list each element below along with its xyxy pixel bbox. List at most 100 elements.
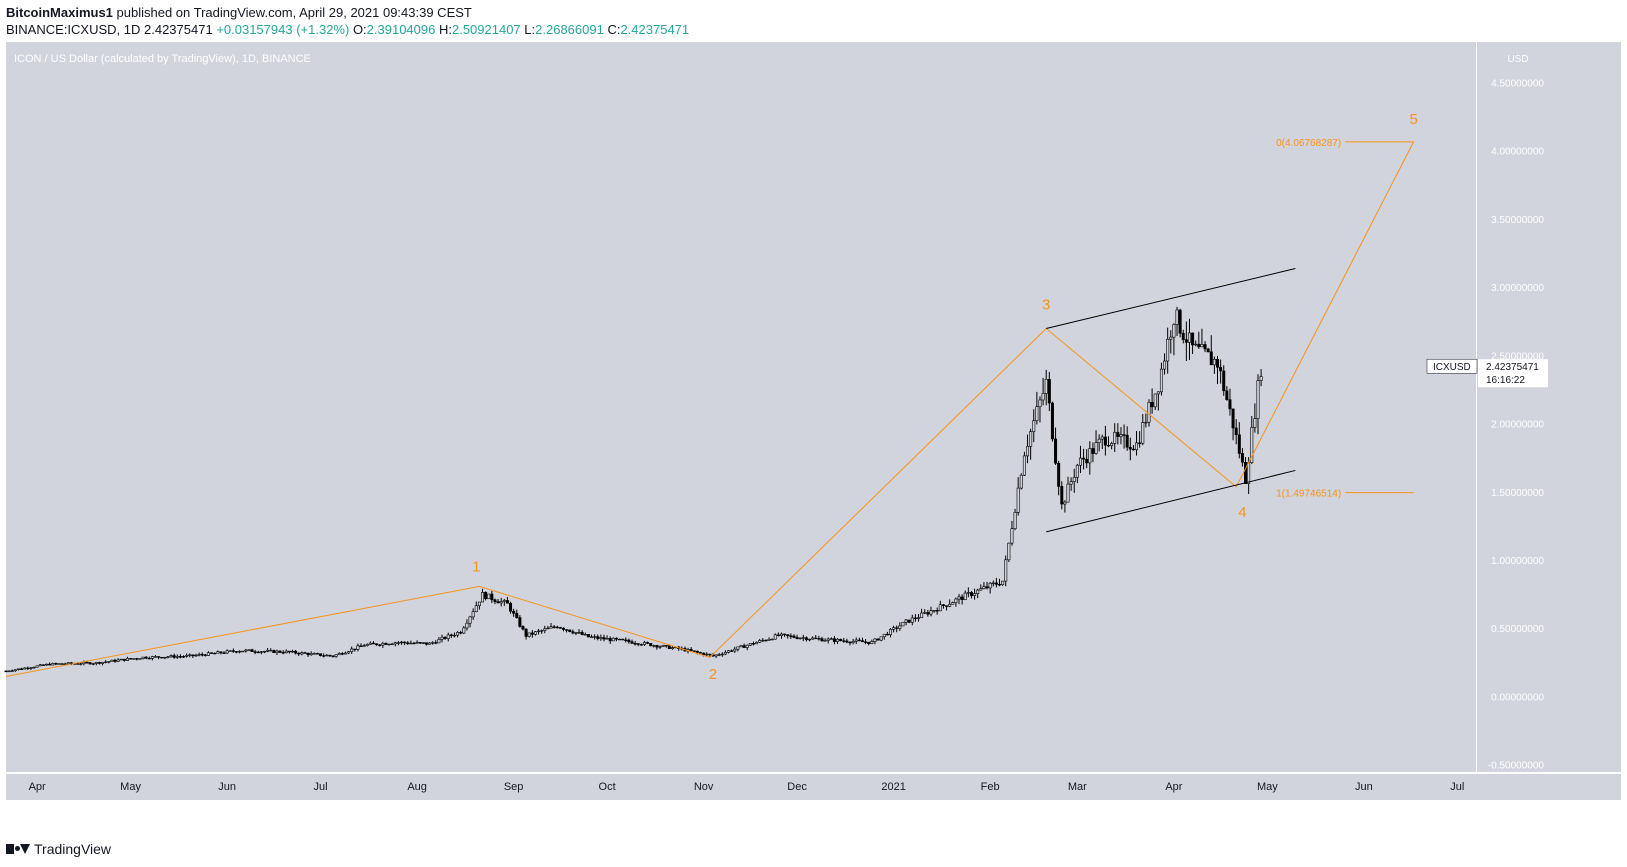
candle-body	[493, 599, 497, 602]
candle-body	[994, 582, 998, 585]
candle-body	[238, 650, 242, 653]
price-chart[interactable]: ICON / US Dollar (calculated by TradingV…	[0, 42, 1627, 840]
candle-body	[1253, 418, 1257, 428]
last-price-value: 2.42375471	[1486, 362, 1539, 373]
candle-body	[315, 653, 319, 655]
time-tick-label: Feb	[981, 781, 1000, 793]
candle-body	[574, 632, 578, 634]
candle-body	[38, 664, 42, 667]
candle-body	[1050, 402, 1054, 440]
candle-body	[294, 650, 298, 654]
candle-body	[1172, 324, 1176, 338]
candle-body	[147, 657, 151, 660]
candle-body	[854, 639, 858, 642]
candle-body	[742, 645, 746, 648]
candle-body	[792, 635, 796, 638]
candle-body	[275, 650, 279, 653]
candle-body	[1029, 431, 1033, 447]
last-price-countdown: 16:16:22	[1486, 375, 1525, 386]
time-tick-label: Mar	[1068, 781, 1087, 793]
time-axis-background	[6, 774, 1621, 800]
candle-body	[966, 592, 970, 594]
candle-body	[350, 648, 354, 653]
candle-body	[823, 640, 827, 642]
price-tick-label: 3.50000000	[1491, 215, 1544, 226]
candle-body	[1231, 408, 1235, 429]
candle-body	[577, 632, 581, 634]
candle-body	[608, 638, 612, 642]
candle-body	[1007, 542, 1011, 561]
candle-body	[144, 656, 148, 659]
candle-body	[611, 637, 615, 642]
candle-body	[630, 641, 634, 644]
candle-body	[1156, 391, 1160, 395]
candle-body	[639, 644, 643, 646]
candle-body	[1066, 483, 1070, 503]
candle-body	[745, 644, 749, 648]
candle-body	[387, 643, 391, 646]
candle-body	[717, 654, 721, 656]
candle-body	[1135, 442, 1139, 451]
candle-body	[1078, 457, 1082, 466]
price-tick-label: 4.50000000	[1491, 78, 1544, 89]
candle-body	[213, 652, 217, 655]
candle-body	[150, 656, 154, 659]
candle-body	[1147, 401, 1151, 423]
candle-body	[502, 600, 506, 602]
author-name[interactable]: BitcoinMaximus1	[6, 5, 113, 20]
candle-body	[976, 589, 980, 594]
candle-body	[826, 638, 830, 641]
candle-body	[371, 642, 375, 645]
wave-label: 3	[1042, 296, 1050, 313]
candle-body	[1035, 406, 1039, 421]
candle-body	[337, 653, 341, 656]
candle-body	[216, 651, 220, 654]
candle-body	[733, 648, 737, 652]
candle-body	[1225, 390, 1229, 400]
candle-body	[1206, 348, 1210, 353]
high-value: 2.50921407	[451, 22, 521, 37]
candle-body	[1057, 462, 1061, 487]
price-tick-label: 3.00000000	[1491, 283, 1544, 294]
wave-label: 1	[472, 558, 480, 575]
candle-body	[1119, 434, 1123, 437]
candle-body	[452, 634, 456, 637]
candle-body	[652, 645, 656, 647]
time-tick-label: Sep	[504, 781, 524, 793]
candle-body	[1216, 359, 1220, 368]
candle-body	[4, 670, 8, 673]
candle-body	[736, 646, 740, 650]
candle-body	[1041, 393, 1045, 401]
candle-body	[281, 652, 285, 654]
published-text: published on TradingView.com, April 29, …	[112, 5, 472, 20]
candle-body	[649, 643, 653, 647]
time-axis[interactable]: Apr May Jun Jul Aug Sep Oct Nov Dec 2021 Feb Mar Apr…	[29, 781, 1465, 793]
candle-body	[770, 638, 774, 641]
candle-body	[1107, 444, 1111, 447]
candle-body	[1075, 464, 1079, 478]
candle-body	[129, 658, 133, 660]
candle-body	[297, 652, 301, 655]
candle-body	[904, 619, 908, 623]
candle-body	[1054, 438, 1058, 464]
candle-body	[515, 613, 519, 618]
overlays: 1 2 3 4 5 0(4.06768287) 1(1.49746514)	[5, 111, 1418, 683]
candle-body	[1022, 455, 1026, 476]
candle-body	[1069, 481, 1073, 485]
candle-body	[381, 643, 385, 646]
candle-body	[1212, 359, 1216, 366]
candle-body	[895, 627, 899, 629]
price-axis[interactable]: 4.50000000 4.00000000 3.50000000 3.00000000…	[1488, 78, 1545, 771]
footer-brand[interactable]: TradingView	[6, 841, 111, 857]
candle-body	[773, 634, 777, 640]
candle-body	[1150, 401, 1154, 408]
candle-body	[191, 654, 195, 657]
candle-body	[312, 653, 316, 655]
price-tick-label: 0.50000000	[1491, 624, 1544, 635]
candle-body	[1197, 343, 1201, 348]
candle-body	[284, 650, 288, 654]
candle-body	[867, 641, 871, 644]
candle-body	[57, 663, 61, 665]
candle-body	[751, 643, 755, 645]
candle-body	[929, 610, 933, 615]
